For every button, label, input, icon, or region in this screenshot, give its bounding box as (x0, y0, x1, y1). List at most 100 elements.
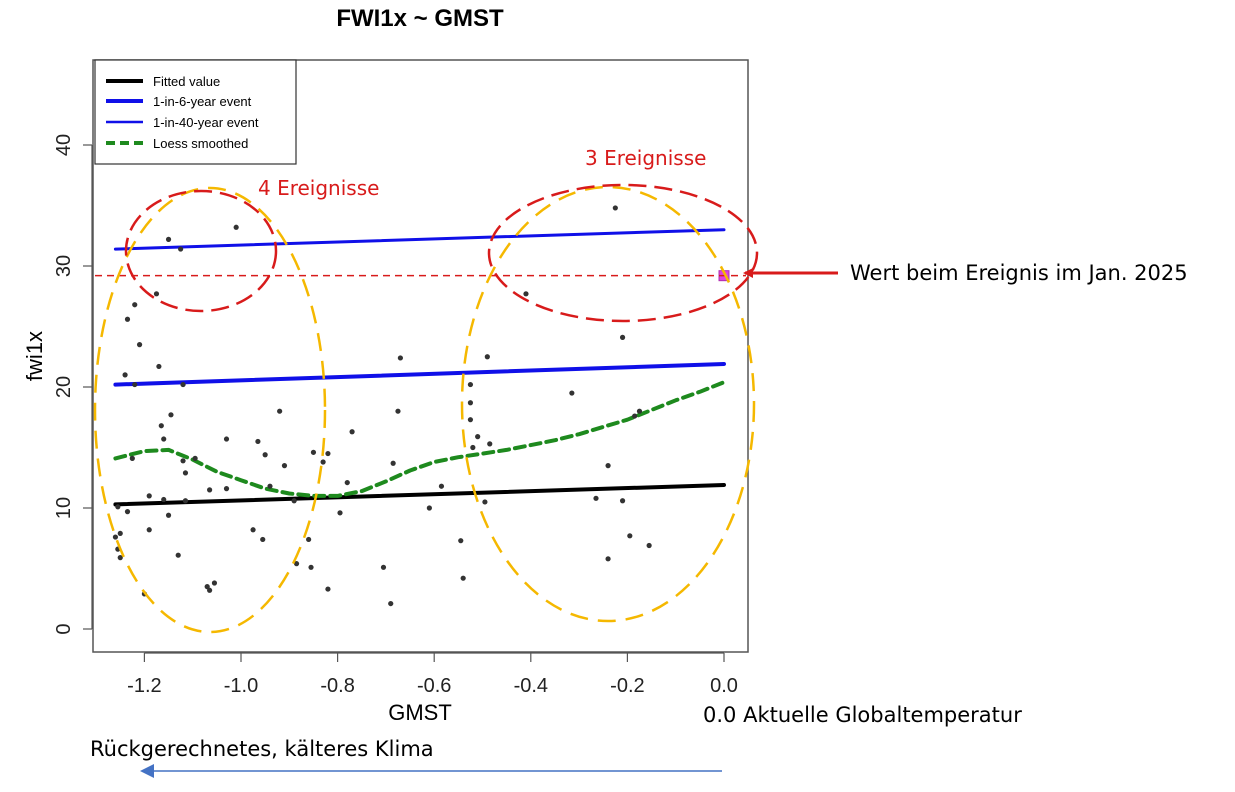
data-point (262, 452, 268, 458)
data-point (207, 587, 213, 593)
data-point (168, 412, 174, 418)
data-point (487, 441, 493, 447)
data-point (153, 291, 160, 297)
data-point (182, 498, 189, 504)
data-point (117, 530, 123, 537)
data-point (233, 224, 239, 230)
data-point (129, 455, 135, 461)
x-tick-label: -1.2 (127, 675, 161, 697)
annotation-shapes (93, 183, 759, 634)
y-tick-label: 20 (53, 376, 75, 398)
data-point (612, 205, 618, 211)
data-point (132, 302, 138, 308)
cluster-right-label: 3 Ereignisse (585, 146, 706, 170)
data-point (458, 538, 464, 544)
axes: -1.2 -1.0 -0.8 -0.6 -0.4 -0.2 0.0 0 10 20 30 40 (53, 134, 738, 697)
data-point (475, 434, 481, 440)
right-extreme-ellipse (487, 183, 759, 323)
right-cluster-ellipse (460, 185, 756, 623)
data-point (619, 498, 626, 504)
data-point (115, 504, 121, 510)
data-point (426, 505, 432, 511)
data-point (397, 355, 403, 361)
cluster-left-label: 4 Ereignisse (258, 176, 379, 200)
data-point (388, 600, 394, 607)
data-point (627, 533, 633, 539)
legend-label-event40: 1-in-40-year event (153, 115, 259, 130)
loess-smoothed-line (113, 380, 726, 498)
data-point (165, 236, 172, 242)
data-point (124, 509, 131, 515)
x-axis-label: GMST (388, 700, 452, 725)
data-point (250, 527, 256, 533)
data-point (117, 555, 123, 561)
data-point (395, 408, 401, 414)
y-tick-label: 10 (53, 497, 75, 519)
data-point (267, 483, 273, 489)
x-tick-label: -0.6 (417, 675, 451, 697)
data-point (325, 450, 331, 457)
legend-box (94, 59, 297, 165)
data-point (161, 436, 167, 442)
plot-frame (92, 59, 749, 653)
data-point (467, 417, 474, 423)
data-point (175, 552, 181, 558)
data-point (467, 400, 474, 406)
data-point (158, 423, 164, 429)
data-point (460, 575, 466, 581)
data-point (482, 499, 488, 505)
data-point (349, 429, 355, 435)
data-point (470, 444, 476, 451)
fitted-value-line (113, 483, 726, 507)
data-point (523, 291, 529, 297)
points-layer (112, 205, 730, 607)
event-value-label: Wert beim Ereignis im Jan. 2025 (850, 261, 1188, 285)
data-point (211, 580, 218, 586)
one-in-40-year-line (113, 228, 726, 251)
data-point (161, 496, 167, 503)
data-point (291, 498, 297, 504)
data-point (255, 438, 261, 445)
data-point (310, 449, 317, 455)
data-point (438, 483, 445, 489)
data-point (156, 363, 162, 370)
data-point (344, 479, 350, 486)
data-point (146, 493, 152, 499)
one-in-6-year-line (113, 362, 726, 387)
legend-label-loess: Loess smoothed (153, 136, 248, 151)
data-point (308, 564, 314, 570)
data-point (146, 527, 152, 533)
data-point (178, 246, 184, 252)
data-point (337, 510, 343, 516)
series-layer (113, 228, 726, 507)
y-tick-label: 30 (53, 255, 75, 277)
data-point (207, 487, 213, 493)
data-point (192, 455, 198, 461)
left-extreme-ellipse (124, 189, 278, 313)
data-point (646, 542, 652, 549)
data-point (320, 459, 326, 465)
data-point (124, 316, 131, 322)
left-cluster-ellipse (93, 186, 327, 634)
legend-label-event6: 1-in-6-year event (153, 94, 252, 109)
data-point (223, 486, 230, 492)
data-point (632, 413, 638, 419)
data-point (293, 561, 300, 567)
chart-title: FWI1x ~ GMST (336, 5, 504, 32)
data-point (165, 512, 172, 518)
data-point (281, 463, 288, 469)
data-point (277, 408, 283, 414)
data-point (132, 381, 138, 388)
data-point (306, 536, 312, 543)
data-point (484, 354, 490, 360)
data-point (605, 556, 611, 562)
x-tick-label: -1.0 (224, 675, 258, 697)
data-point (180, 458, 186, 464)
y-tick-label: 0 (53, 623, 75, 634)
data-point (223, 436, 230, 442)
data-point (569, 390, 575, 396)
data-point (390, 460, 396, 466)
current-temp-label: 0.0 Aktuelle Globaltemperatur (703, 703, 1022, 727)
data-point (467, 381, 474, 388)
